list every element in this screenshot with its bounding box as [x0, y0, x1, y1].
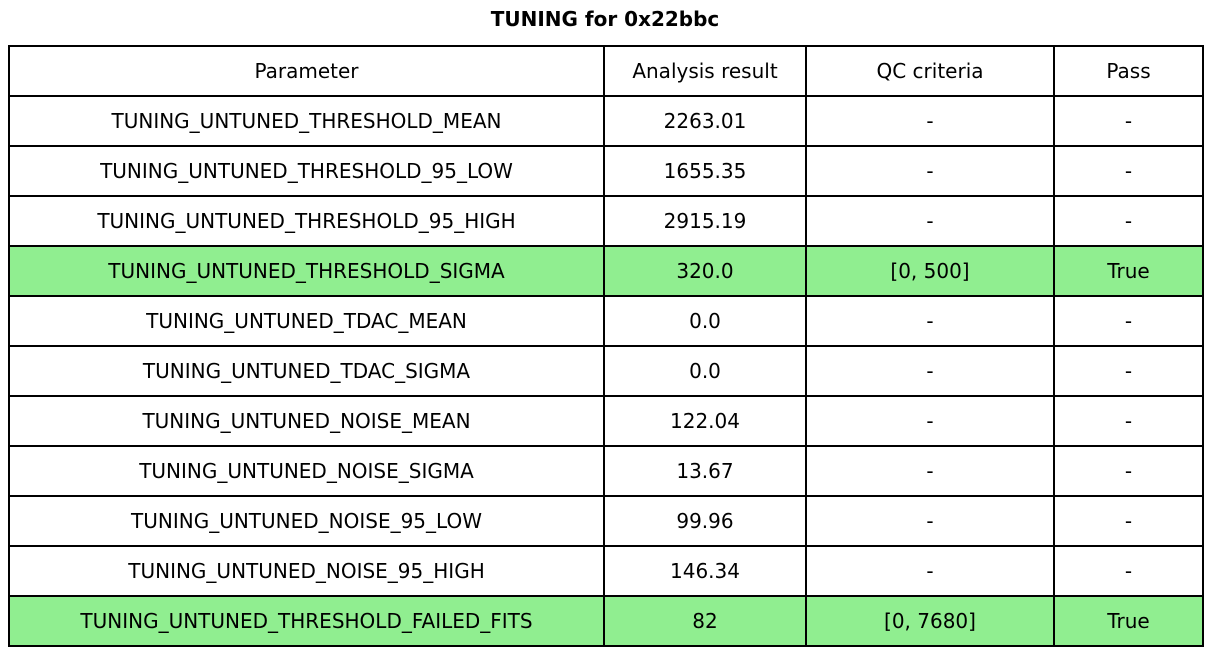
cell-parameter: TUNING_UNTUNED_TDAC_SIGMA: [8, 345, 605, 397]
cell-qc-criteria: -: [805, 395, 1055, 447]
cell-pass: -: [1053, 95, 1204, 147]
table-row: TUNING_UNTUNED_NOISE_95_LOW 99.96- -: [8, 495, 1204, 547]
cell-qc-criteria: -: [805, 95, 1055, 147]
cell-pass: True: [1053, 595, 1204, 647]
cell-pass: True: [1053, 245, 1204, 297]
cell-analysis-result: 1655.35: [603, 145, 807, 197]
cell-parameter: TUNING_UNTUNED_TDAC_MEAN: [8, 295, 605, 347]
cell-analysis-result: 0.0: [603, 345, 807, 397]
cell-analysis-result: 2915.19: [603, 195, 807, 247]
table-row: TUNING_UNTUNED_NOISE_95_HIGH 146.34- -: [8, 545, 1204, 597]
cell-analysis-result: 2263.01: [603, 95, 807, 147]
table-row: TUNING_UNTUNED_NOISE_MEAN 122.04- -: [8, 395, 1204, 447]
cell-analysis-result: 122.04: [603, 395, 807, 447]
cell-qc-criteria: -: [805, 345, 1055, 397]
header-row: Parameter Analysis result QC criteria Pa…: [8, 45, 1204, 97]
table-row: TUNING_UNTUNED_THRESHOLD_FAILED_FITS 82 [0…: [8, 595, 1204, 647]
cell-pass: -: [1053, 395, 1204, 447]
cell-pass: -: [1053, 295, 1204, 347]
cell-qc-criteria: -: [805, 195, 1055, 247]
figure-title: TUNING for 0x22bbc: [490, 7, 720, 31]
cell-qc-criteria: -: [805, 445, 1055, 497]
table-row: TUNING_UNTUNED_THRESHOLD_MEAN 2263.01- -: [8, 95, 1204, 147]
cell-qc-criteria: -: [805, 145, 1055, 197]
cell-qc-criteria: -: [805, 545, 1055, 597]
table-row: TUNING_UNTUNED_THRESHOLD_95_LOW 1655.35- -: [8, 145, 1204, 197]
cell-parameter: TUNING_UNTUNED_NOISE_MEAN: [8, 395, 605, 447]
cell-pass: -: [1053, 445, 1204, 497]
table-row: TUNING_UNTUNED_TDAC_MEAN 0.0- -: [8, 295, 1204, 347]
cell-analysis-result: 13.67: [603, 445, 807, 497]
table-row: TUNING_UNTUNED_THRESHOLD_95_HIGH 2915.19-…: [8, 195, 1204, 247]
column-header-pass: Pass: [1053, 45, 1204, 97]
cell-parameter: TUNING_UNTUNED_NOISE_95_LOW: [8, 495, 605, 547]
cell-analysis-result: 146.34: [603, 545, 807, 597]
cell-qc-criteria: [0, 500]: [805, 245, 1055, 297]
cell-parameter: TUNING_UNTUNED_THRESHOLD_SIGMA: [8, 245, 605, 297]
cell-qc-criteria: [0, 7680]: [805, 595, 1055, 647]
cell-parameter: TUNING_UNTUNED_NOISE_95_HIGH: [8, 545, 605, 597]
table-head: Parameter Analysis result QC criteria Pa…: [8, 45, 1204, 97]
table-row: TUNING_UNTUNED_THRESHOLD_SIGMA 320.0 [0, 5…: [8, 245, 1204, 297]
cell-analysis-result: 0.0: [603, 295, 807, 347]
cell-pass: -: [1053, 495, 1204, 547]
cell-pass: -: [1053, 145, 1204, 197]
cell-analysis-result: 82: [603, 595, 807, 647]
table-row: TUNING_UNTUNED_NOISE_SIGMA 13.67- -: [8, 445, 1204, 497]
cell-parameter: TUNING_UNTUNED_THRESHOLD_MEAN: [8, 95, 605, 147]
table-row: TUNING_UNTUNED_TDAC_SIGMA 0.0- -: [8, 345, 1204, 397]
cell-parameter: TUNING_UNTUNED_THRESHOLD_95_LOW: [8, 145, 605, 197]
cell-parameter: TUNING_UNTUNED_NOISE_SIGMA: [8, 445, 605, 497]
cell-parameter: TUNING_UNTUNED_THRESHOLD_95_HIGH: [8, 195, 605, 247]
cell-pass: -: [1053, 345, 1204, 397]
cell-parameter: TUNING_UNTUNED_THRESHOLD_FAILED_FITS: [8, 595, 605, 647]
column-header-parameter: Parameter: [8, 45, 605, 97]
column-header-qc-criteria: QC criteria: [805, 45, 1055, 97]
column-header-analysis-result: Analysis result: [603, 45, 807, 97]
cell-pass: -: [1053, 545, 1204, 597]
cell-pass: -: [1053, 195, 1204, 247]
cell-analysis-result: 99.96: [603, 495, 807, 547]
cell-analysis-result: 320.0: [603, 245, 807, 297]
cell-qc-criteria: -: [805, 295, 1055, 347]
qc-results-table: Parameter Analysis result QC criteria Pa…: [8, 45, 1204, 647]
cell-qc-criteria: -: [805, 495, 1055, 547]
table-body: TUNING_UNTUNED_THRESHOLD_MEAN 2263.01- - TU…: [8, 95, 1204, 647]
